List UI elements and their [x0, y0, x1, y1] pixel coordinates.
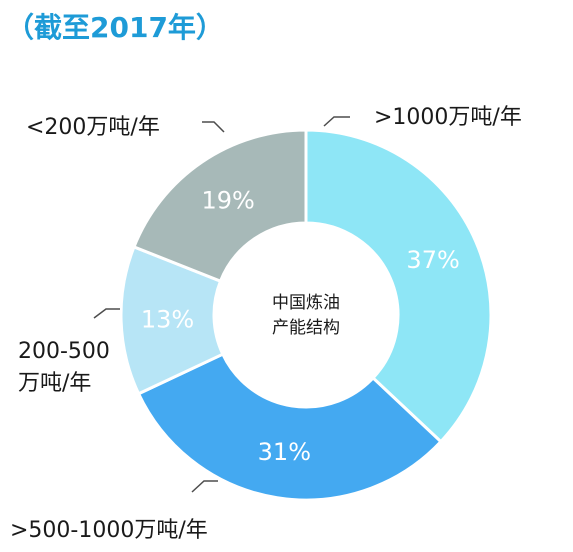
- slice-4: [132, 128, 308, 284]
- center-label-line-2: 产能结构: [272, 318, 340, 338]
- slice-4-category-label: <200万吨/年: [26, 115, 160, 140]
- slice-2-percent-label: 31%: [258, 438, 311, 466]
- slice-1-leader-line: [323, 116, 350, 127]
- leader-lines: [93, 116, 350, 493]
- slice-4-percent-label: 19%: [201, 186, 254, 214]
- slice-2: [136, 352, 443, 502]
- slice-1-percent-label: 37%: [406, 246, 459, 274]
- slice-3-category-label-line-2: 万吨/年: [18, 371, 91, 396]
- slice-3-percent-label: 13%: [141, 305, 194, 333]
- slice-3-leader-line: [93, 308, 120, 319]
- slice-labels: >1000万吨/年 >500-1000万吨/年 200-500 万吨/年 <200万吨/…: [10, 105, 522, 543]
- slice-1-category-label: >1000万吨/年: [374, 105, 522, 130]
- chart-title: （截至2017年）: [6, 11, 224, 44]
- donut-slices: 37% 31% 13% 19%: [119, 128, 493, 502]
- center-label-line-1: 中国炼油: [272, 293, 340, 313]
- slice-4-leader-line: [202, 121, 225, 133]
- slice-1: [304, 128, 493, 444]
- slice-2-leader-line: [191, 480, 218, 493]
- slice-2-category-label: >500-1000万吨/年: [10, 518, 208, 543]
- slice-3-category-label-line-1: 200-500: [18, 339, 110, 364]
